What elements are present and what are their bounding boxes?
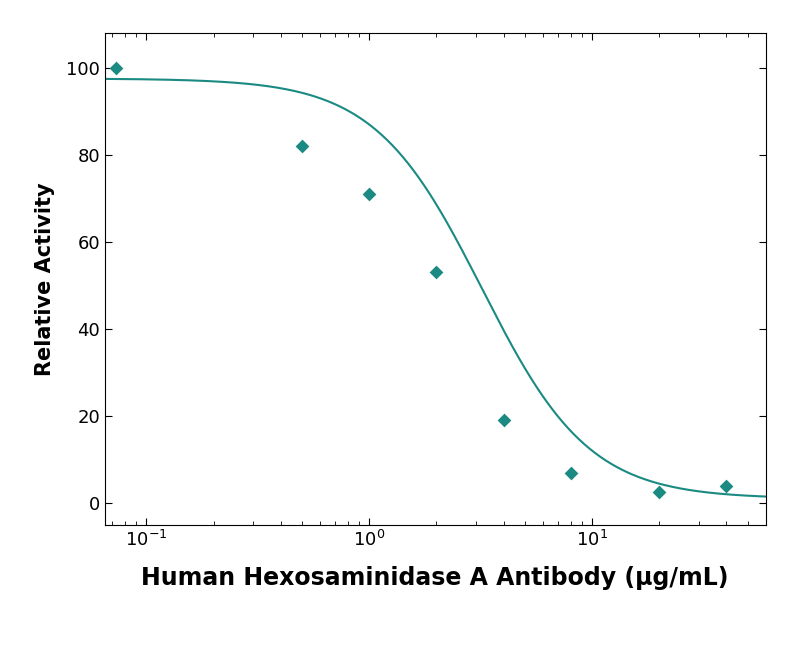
Y-axis label: Relative Activity: Relative Activity bbox=[35, 182, 55, 376]
Point bbox=[653, 487, 666, 497]
X-axis label: Human Hexosaminidase A Antibody (μg/mL): Human Hexosaminidase A Antibody (μg/mL) bbox=[142, 566, 729, 590]
Point bbox=[363, 189, 376, 199]
Point bbox=[720, 480, 733, 491]
Point bbox=[296, 141, 309, 152]
Point bbox=[564, 467, 577, 478]
Point bbox=[430, 267, 443, 277]
Point bbox=[110, 62, 123, 73]
Point bbox=[497, 415, 510, 426]
